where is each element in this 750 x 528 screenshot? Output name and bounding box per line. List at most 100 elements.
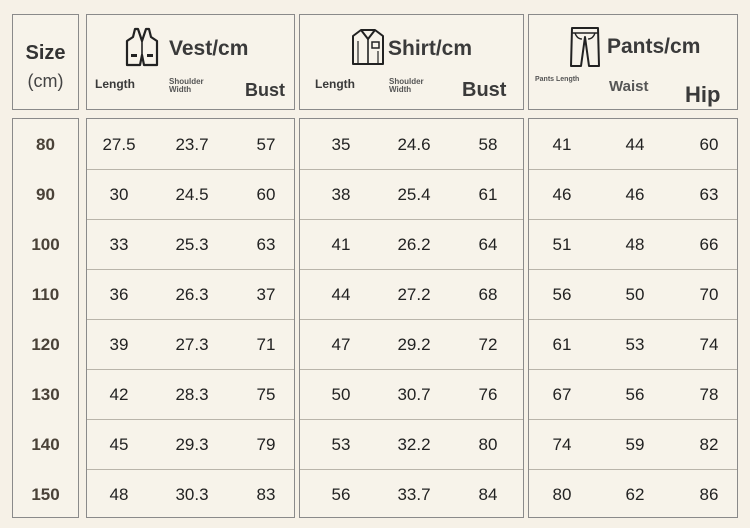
shirt-cell: 80 <box>478 435 498 454</box>
vest-cell: 29.3 <box>175 435 209 454</box>
vest-col-shoulder: Shoulder Width <box>169 77 204 94</box>
shirt-table: 35 24.6 58 38 25.4 61 41 26.2 64 44 27.2 68 47 29.2 72… <box>299 118 524 518</box>
row-divider <box>300 419 523 420</box>
shirt-col-bust: Bust <box>462 79 507 101</box>
pants-col-hip: Hip <box>685 82 721 107</box>
size-value: 120 <box>31 335 60 354</box>
row-divider <box>529 169 737 170</box>
size-column: 80 90 100 110 120 130 140 150 <box>12 118 79 518</box>
shirt-cell: 32.2 <box>397 435 431 454</box>
shirt-cell: 41 <box>331 235 351 254</box>
pants-col-waist: Waist <box>609 78 649 95</box>
row-divider <box>529 419 737 420</box>
pants-icon <box>570 27 600 67</box>
pants-cell: 48 <box>625 235 645 254</box>
row-divider <box>529 269 737 270</box>
row-divider <box>87 169 294 170</box>
size-header: Size (cm) <box>12 14 79 110</box>
shirt-cell: 25.4 <box>397 185 431 204</box>
vest-cell: 37 <box>256 285 276 304</box>
vest-cell: 63 <box>256 235 276 254</box>
pants-cell: 46 <box>552 185 572 204</box>
pants-cell: 56 <box>552 285 572 304</box>
shirt-cell: 47 <box>331 335 351 354</box>
vest-cell: 27.5 <box>102 135 136 154</box>
pants-cell: 82 <box>699 435 719 454</box>
pants-cell: 51 <box>552 235 572 254</box>
vest-cell: 26.3 <box>175 285 209 304</box>
row-divider <box>87 469 294 470</box>
pants-cell: 46 <box>625 185 645 204</box>
row-divider <box>529 469 737 470</box>
row-divider <box>87 319 294 320</box>
row-divider <box>300 469 523 470</box>
shirt-title: Shirt/cm <box>388 37 473 60</box>
shirt-cell: 29.2 <box>397 335 431 354</box>
size-value: 110 <box>31 285 60 304</box>
shirt-cell: 84 <box>478 485 498 504</box>
pants-header: Pants/cm Pants Length Waist Hip <box>528 14 738 110</box>
pants-title: Pants/cm <box>607 35 701 58</box>
pants-cell: 59 <box>625 435 645 454</box>
row-divider <box>300 369 523 370</box>
vest-cell: 25.3 <box>175 235 209 254</box>
row-divider <box>529 369 737 370</box>
row-divider <box>300 269 523 270</box>
pants-cell: 60 <box>699 135 719 154</box>
shirt-cell: 76 <box>478 385 498 404</box>
vest-cell: 30 <box>109 185 129 204</box>
shirt-cell: 26.2 <box>397 235 431 254</box>
row-divider <box>300 169 523 170</box>
pants-col-length: Pants Length <box>535 76 580 83</box>
pants-cell: 50 <box>625 285 645 304</box>
shirt-icon <box>352 29 384 65</box>
shirt-cell: 27.2 <box>397 285 431 304</box>
shirt-col-shoulder: Shoulder Width <box>389 77 424 94</box>
size-title: Size <box>25 42 66 64</box>
shirt-cell: 58 <box>478 135 498 154</box>
vest-cell: 30.3 <box>175 485 209 504</box>
shirt-cell: 33.7 <box>397 485 431 504</box>
row-divider <box>87 369 294 370</box>
row-divider <box>529 319 737 320</box>
vest-col-bust: Bust <box>245 80 285 100</box>
shirt-cell: 50 <box>331 385 351 404</box>
pants-cell: 70 <box>699 285 719 304</box>
shirt-cell: 35 <box>331 135 351 154</box>
vest-cell: 71 <box>256 335 276 354</box>
shirt-cell: 64 <box>478 235 498 254</box>
pants-cell: 78 <box>699 385 719 404</box>
vest-cell: 24.5 <box>175 185 209 204</box>
vest-table: 27.5 23.7 57 30 24.5 60 33 25.3 63 36 26.3 37 39 27.3… <box>86 118 295 518</box>
vest-cell: 36 <box>109 285 129 304</box>
pants-cell: 41 <box>552 135 572 154</box>
shirt-cell: 53 <box>331 435 351 454</box>
shirt-col-length: Length <box>315 77 355 91</box>
pants-cell: 66 <box>699 235 719 254</box>
shirt-cell: 38 <box>331 185 351 204</box>
size-value: 90 <box>36 185 55 204</box>
pants-cell: 63 <box>699 185 719 204</box>
vest-icon <box>125 27 159 67</box>
pants-cell: 86 <box>699 485 719 504</box>
vest-cell: 60 <box>256 185 276 204</box>
vest-cell: 48 <box>109 485 129 504</box>
vest-cell: 79 <box>256 435 276 454</box>
pants-cell: 80 <box>552 485 572 504</box>
vest-cell: 42 <box>109 385 129 404</box>
pants-cell: 62 <box>625 485 645 504</box>
shirt-cell: 56 <box>331 485 351 504</box>
vest-cell: 39 <box>109 335 129 354</box>
size-value: 80 <box>36 135 55 154</box>
vest-cell: 28.3 <box>175 385 209 404</box>
shirt-header: Shirt/cm Length Shoulder Width Bust <box>299 14 524 110</box>
size-value: 150 <box>31 485 60 504</box>
vest-cell: 33 <box>109 235 129 254</box>
row-divider <box>87 419 294 420</box>
row-divider <box>87 219 294 220</box>
vest-cell: 27.3 <box>175 335 209 354</box>
vest-cell: 57 <box>256 135 276 154</box>
vest-cell: 75 <box>256 385 276 404</box>
pants-cell: 74 <box>699 335 719 354</box>
pants-cell: 61 <box>552 335 572 354</box>
